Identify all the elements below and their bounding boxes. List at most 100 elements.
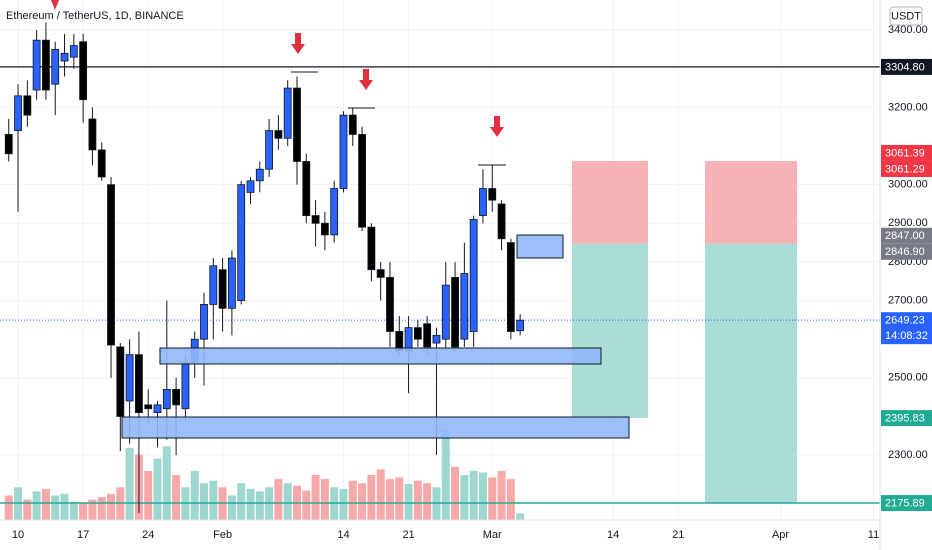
candle-body (79, 41, 88, 101)
candle-body (423, 323, 432, 348)
price-tag-label: 3061.29 (885, 163, 925, 175)
candle-body (228, 257, 236, 309)
time-axis (0, 520, 880, 550)
price-tag-box (881, 160, 932, 177)
volume-bar (97, 497, 106, 520)
countdown-label: 14:08:32 (885, 330, 928, 342)
candle-body (293, 87, 301, 162)
volume-bar (478, 472, 487, 520)
candle-body (265, 130, 273, 170)
candle-body (358, 134, 366, 228)
volume-bar (469, 470, 478, 520)
plot (0, 22, 880, 520)
volume-bar (488, 477, 497, 520)
volume-bar (302, 490, 311, 520)
price-tag-label: 3061.39 (885, 147, 925, 159)
candle-body (302, 161, 311, 216)
price-tag: 3061.29 (881, 160, 932, 177)
volume-bar (274, 479, 283, 520)
volume-bar (246, 488, 255, 520)
candle-body (125, 354, 134, 402)
candle-body (330, 188, 339, 236)
volume-bar (88, 499, 97, 520)
arrow (359, 69, 373, 90)
price-tag: 2175.89 (881, 495, 932, 512)
volume-bar (311, 475, 320, 520)
candle-body (339, 114, 348, 189)
candle-body (348, 114, 357, 135)
target-zone (705, 243, 797, 504)
candle-body (413, 327, 422, 340)
candle-body (367, 226, 376, 271)
price-tag-box (881, 58, 932, 75)
candle-body (23, 95, 32, 116)
candle-body (153, 404, 162, 414)
volume-bar (209, 480, 218, 520)
candle-body (209, 265, 218, 305)
y-tick-label: 3200.00 (888, 101, 928, 113)
volume-bar (516, 513, 525, 520)
candle-body (497, 203, 506, 240)
candle-body (4, 134, 13, 155)
candle-body (200, 304, 208, 340)
candle-body (32, 39, 41, 91)
volume-bar (348, 480, 357, 520)
candle-body (69, 45, 78, 58)
arrow (51, 0, 59, 10)
volume-bar (153, 458, 162, 520)
candle-body (42, 39, 50, 91)
volume-bar (423, 483, 432, 520)
price-tag: 2395.83 (881, 410, 932, 427)
x-tick-label: 14 (337, 529, 349, 541)
volume-bar (451, 466, 460, 520)
volume-bar (413, 480, 422, 520)
volume-bar (339, 488, 348, 520)
candle-body (144, 404, 153, 410)
price-tag-label: 2847.00 (885, 230, 925, 242)
price-tag: 3304.80 (881, 58, 932, 75)
candle-body (218, 269, 227, 309)
candle-body (255, 168, 264, 182)
price-tag: 3061.39 (881, 144, 932, 161)
volume-bar (395, 477, 404, 520)
volume-bar (41, 488, 50, 520)
x-tick-label: 21 (672, 529, 684, 541)
candle-body (88, 118, 97, 151)
x-tick-label: Feb (213, 529, 232, 541)
volume-bar (376, 469, 385, 520)
volume-bar (125, 448, 134, 520)
candle-body (311, 215, 320, 224)
volume-bar (237, 483, 246, 520)
price-tag-label: 2395.83 (885, 412, 925, 424)
volume-bar (32, 491, 41, 520)
candle-body (404, 327, 413, 352)
candle-body (116, 346, 125, 417)
unit-badge (889, 6, 923, 26)
candle-body (274, 130, 283, 139)
candle-body (162, 389, 171, 410)
volume-bar (144, 470, 153, 520)
volume-bar (227, 495, 236, 520)
candle-body (441, 284, 450, 340)
arrow (291, 33, 305, 54)
price-tag-box (881, 495, 932, 512)
overlays (51, 0, 630, 439)
volume-bar (320, 479, 329, 520)
unit-label: USDT (891, 10, 921, 22)
candle-body (246, 180, 255, 193)
target-zone (572, 243, 648, 419)
price-tag-box (881, 227, 932, 244)
volume-bar (162, 446, 171, 520)
volume-bar (385, 479, 394, 520)
volume-bar (255, 491, 264, 520)
volume-bar (4, 495, 13, 520)
candle-body (172, 389, 181, 406)
price-tag: 2649.23 14:08:32 (881, 312, 932, 345)
candle-body (488, 188, 497, 201)
volume-bar (190, 470, 199, 520)
volume-bar (367, 475, 376, 520)
candle-body (320, 222, 329, 236)
stop-zone (572, 160, 648, 244)
price-tag-label: 2649.23 (885, 315, 925, 327)
